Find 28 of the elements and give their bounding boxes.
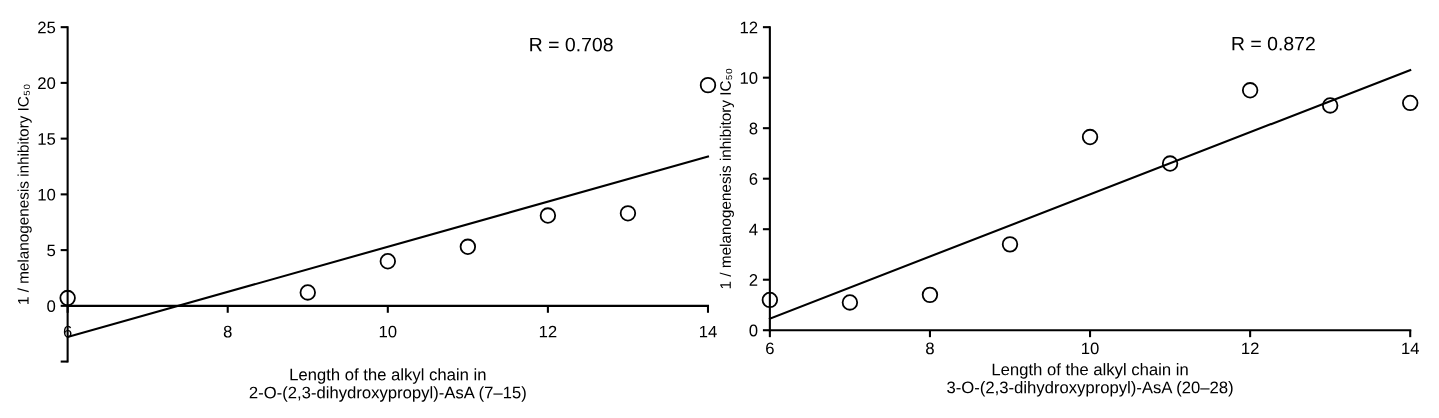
x-tick-label: 12 xyxy=(539,325,557,338)
x-tick-label: 8 xyxy=(223,325,232,338)
y-tick-label: 8 xyxy=(749,122,758,135)
annotation: R = 0.872 xyxy=(1232,36,1315,51)
y-tick-label: 10 xyxy=(38,188,56,201)
y-tick-label: 25 xyxy=(38,21,56,34)
y-axis-title: 1 / melanogenesis inhibitory IC₅₀ xyxy=(17,84,32,304)
y-tick-label: 0 xyxy=(47,300,56,313)
y-tick-label: 2 xyxy=(749,274,758,286)
x-tick-label: 12 xyxy=(1242,342,1259,355)
annotation: R = 0.708 xyxy=(530,37,613,52)
y-axis-title: 1 / melanogenesis inhibitory IC₅₀ xyxy=(719,68,734,289)
y-tick-label: 15 xyxy=(38,133,56,145)
x-tick-label: 8 xyxy=(926,342,934,355)
y-tick-label: 0 xyxy=(749,324,758,337)
x-tick-label: 14 xyxy=(699,325,717,338)
y-tick-label: 6 xyxy=(749,173,758,185)
y-tick-label: 4 xyxy=(749,223,758,236)
x-tick-label: 10 xyxy=(379,325,397,338)
x-axis-title: Length of the alkyl chain in 3-O-(2,3-dihydroxypropyl)-AsA (20–28) xyxy=(947,363,1233,397)
x-axis-title: Length of the alkyl chain in 2-O-(2,3-dihydroxypropyl)-AsA (7–15) xyxy=(249,368,526,402)
x-tick-label: 10 xyxy=(1082,342,1099,355)
y-tick-label: 10 xyxy=(740,72,758,84)
y-tick-label: 12 xyxy=(740,21,758,34)
x-tick-label: 14 xyxy=(1402,342,1419,355)
y-tick-label: 20 xyxy=(38,77,56,90)
y-tick-label: 5 xyxy=(47,244,56,257)
x-tick-label: 6 xyxy=(766,342,774,355)
